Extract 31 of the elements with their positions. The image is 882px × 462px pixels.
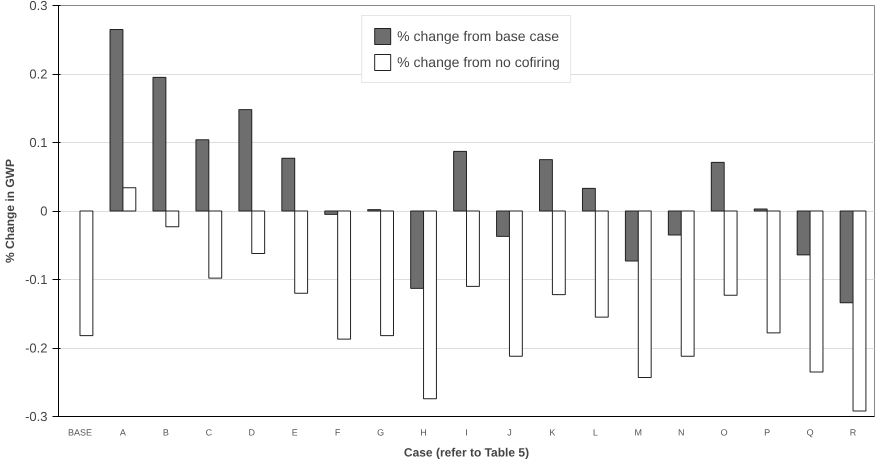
x-tick-label: K [549, 428, 556, 438]
y-tick-label: -0.2 [25, 340, 48, 356]
x-tick-label: I [465, 428, 468, 438]
x-tick-label: BASE [68, 428, 92, 438]
y-tick-label: 0 [40, 204, 48, 218]
x-tick-label: G [377, 428, 384, 438]
x-tick-label: P [764, 428, 770, 438]
x-tick-label: N [678, 428, 684, 438]
y-axis-title: % Change in GWP [3, 158, 18, 263]
y-tick-label: -0.3 [25, 409, 48, 424]
x-axis-title: Case (refer to Table 5) [404, 446, 530, 460]
bar [79, 210, 94, 336]
legend-label: % change from base case [397, 28, 560, 44]
legend-label: % change from no cofiring [397, 54, 560, 70]
x-tick-label: E [292, 428, 298, 438]
x-tick-label: O [720, 428, 728, 438]
y-tick-label: 0.3 [29, 0, 48, 13]
x-tick-label: H [420, 428, 427, 438]
y-tick-label: -0.1 [25, 272, 48, 287]
x-tick-label: D [248, 428, 256, 438]
x-tick-label: F [334, 428, 341, 438]
y-tick-label: 0.2 [29, 66, 48, 82]
x-tick-label: A [120, 428, 126, 438]
x-tick-label: B [162, 428, 169, 438]
x-tick-label: Q [806, 428, 814, 438]
x-tick-label: C [206, 428, 213, 438]
x-tick-label: M [634, 428, 642, 438]
x-tick-label: L [592, 428, 598, 438]
x-tick-label: J [507, 428, 512, 438]
x-tick-label: R [850, 428, 857, 438]
y-tick-label: 0.1 [29, 135, 48, 150]
